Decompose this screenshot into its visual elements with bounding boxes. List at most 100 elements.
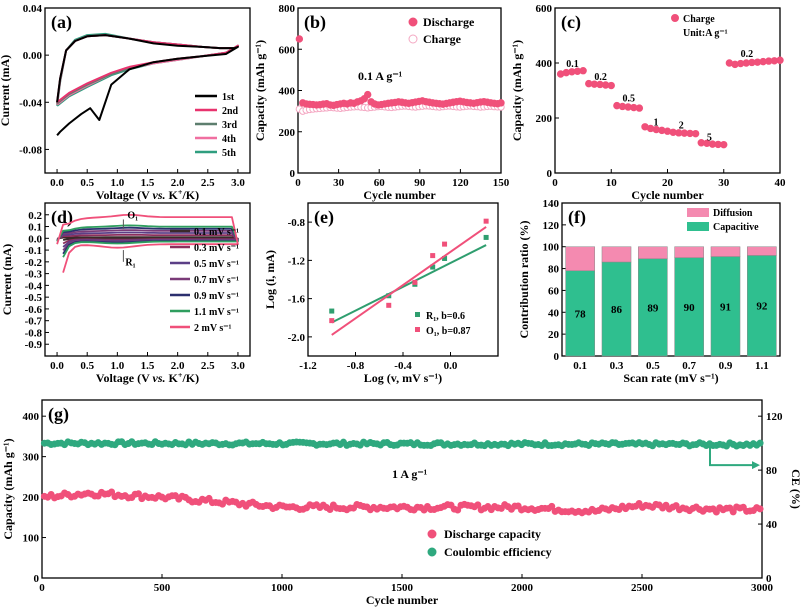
x-axis-title: Voltage (V vs. K+/K) (96, 371, 199, 386)
x-tick-label: 0.9 (719, 360, 733, 372)
unit-note: Unit:A g⁻¹ (683, 28, 728, 39)
rate-annotation: 1 A g⁻¹ (392, 467, 428, 481)
y-tick-label: 400 (279, 86, 296, 98)
x-tick-label: 1500 (391, 582, 414, 594)
x-tick-label: 0.5 (646, 360, 660, 372)
x-tick-label: 0 (39, 582, 45, 594)
y-tick-label: 0.0 (28, 233, 42, 245)
rate-label: 0.5 (623, 94, 636, 105)
x-tick-label: 1.5 (141, 360, 155, 372)
x-axis-title-part: + (178, 371, 183, 380)
y-tick-label: -0.4 (25, 280, 43, 292)
y-right-tick-label: 80 (766, 465, 778, 477)
bar-value-label: 91 (720, 301, 731, 313)
bar-diffusion (638, 246, 668, 259)
discharge-point (497, 99, 505, 107)
peak-label-R1: R₁ (125, 257, 135, 268)
data-point (430, 253, 436, 259)
panel-f: 0 20 40 60 80 100 120 140 (f) Scan rate (mV s⁻¹) C… (517, 198, 781, 385)
y-tick-label: -0.2 (25, 257, 43, 269)
axis-arrow (709, 443, 754, 467)
y-tick-label: 400 (536, 58, 553, 70)
capacity-point (729, 508, 737, 516)
bar-diffusion (747, 246, 777, 256)
bar-capacitive (710, 256, 741, 357)
x-tick-label: 1.1 (755, 360, 769, 372)
bar-capacitive (601, 261, 632, 357)
data-point (386, 302, 392, 308)
capacity-point (474, 501, 482, 509)
data-point (430, 264, 436, 270)
bar-capacitive (674, 257, 704, 357)
panel-label: (e) (314, 207, 334, 228)
y-tick-label: -0.08 (19, 144, 42, 156)
legend-label: Charge (683, 14, 715, 25)
legend-marker (427, 529, 437, 539)
x-tick-label: -0.4 (394, 360, 412, 372)
legend-label: O₁, b=0.87 (426, 326, 471, 337)
discharge-point (364, 90, 372, 99)
bar-diffusion (601, 246, 632, 263)
x-tick-label: 2.5 (201, 177, 215, 189)
legend-label: 2 mV s⁻¹ (194, 323, 232, 334)
x-axis-title-part: vs. (153, 188, 166, 202)
data-point (483, 234, 489, 240)
data-point (442, 255, 448, 261)
x-tick-label: 1.0 (110, 360, 124, 372)
y-tick-label: 100 (543, 242, 560, 254)
legend-label: Discharge (423, 15, 475, 29)
rate-label: 0.1 (566, 59, 579, 70)
y-axis-title: Capacity (mAh g⁻¹) (510, 40, 524, 141)
x-tick-label: 60 (374, 177, 386, 189)
x-axis-title-part: Voltage (V (96, 188, 153, 202)
legend-label: 0.5 mV s⁻¹ (194, 259, 239, 270)
y-axis-title: Capacity (mAh g⁻¹) (253, 40, 267, 141)
x-tick-label: 2000 (511, 582, 534, 594)
x-tick-label: 1000 (271, 582, 294, 594)
cv-curve-1st (56, 34, 239, 136)
y-right-tick-label: 40 (766, 519, 778, 531)
bar-value-label: 86 (611, 304, 623, 316)
x-tick-label: 1.5 (141, 177, 155, 189)
x-axis-title: Cycle number (631, 188, 704, 202)
discharge-point (295, 35, 304, 43)
plot-frame (554, 7, 781, 174)
bar-capacitive (638, 258, 668, 357)
y-axis-title: Log (i, mA) (263, 250, 277, 309)
panel-label: (d) (51, 207, 73, 228)
x-tick-label: 0 (295, 177, 301, 189)
y-tick-label: 0 (554, 351, 560, 363)
legend-label: 4th (222, 134, 236, 145)
x-tick-label: 0.5 (80, 177, 94, 189)
bar-value-label: 90 (684, 302, 696, 314)
x-axis-title: Log (v, mV s⁻¹) (364, 371, 442, 385)
y-right-tick-label: 0 (766, 573, 772, 585)
y-tick-label: 140 (543, 198, 560, 210)
legend-label: 1st (222, 92, 235, 103)
y-tick-label: -0.9 (25, 339, 43, 351)
rate-label: 0.2 (741, 49, 754, 60)
x-axis-title: Voltage (V vs. K+/K) (96, 188, 199, 203)
y-tick-label: 200 (23, 492, 40, 504)
y-tick-label: 0.1 (28, 222, 42, 234)
x-tick-label: 2.5 (201, 360, 215, 372)
x-tick-label: 2.0 (171, 360, 185, 372)
capacity-point (756, 505, 764, 513)
data-point (329, 318, 335, 324)
y-tick-label: -2.0 (288, 332, 306, 344)
x-tick-label: 3.0 (231, 360, 245, 372)
y-tick-label: -0.8 (288, 217, 306, 229)
y-tick-label: -1.2 (288, 255, 306, 267)
charge-point (691, 129, 700, 138)
y-tick-label: 0 (547, 168, 553, 180)
x-tick-label: 2.0 (171, 177, 185, 189)
x-tick-label: -0.8 (347, 360, 365, 372)
cv-curve-3rd (56, 34, 239, 105)
x-axis-title-part: K (166, 188, 179, 202)
y-tick-label: 400 (23, 411, 40, 423)
y-tick-label: 200 (536, 113, 553, 125)
charge-point (635, 104, 644, 112)
panel-d: 0.0 0.5 1.0 1.5 2.0 2.5 3.0-0.9-0.8-0.7-0.6-0.… (0, 202, 251, 386)
capacity-point (326, 506, 334, 514)
